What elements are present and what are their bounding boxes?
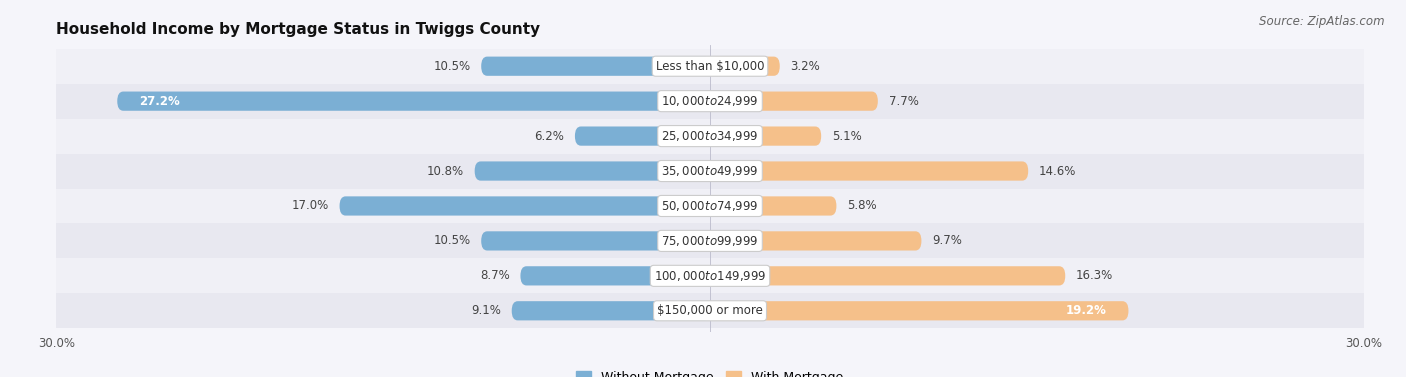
Text: 16.3%: 16.3%	[1076, 269, 1114, 282]
FancyBboxPatch shape	[481, 57, 710, 76]
FancyBboxPatch shape	[575, 126, 710, 146]
Text: 17.0%: 17.0%	[291, 199, 329, 213]
Bar	[56, 119, 1364, 153]
Text: 8.7%: 8.7%	[479, 269, 509, 282]
Text: 3.2%: 3.2%	[790, 60, 821, 73]
FancyBboxPatch shape	[340, 196, 710, 216]
FancyBboxPatch shape	[475, 161, 710, 181]
FancyBboxPatch shape	[117, 92, 710, 111]
FancyBboxPatch shape	[512, 301, 710, 320]
Bar	[56, 49, 1364, 84]
Text: $50,000 to $74,999: $50,000 to $74,999	[661, 199, 759, 213]
Text: Less than $10,000: Less than $10,000	[655, 60, 765, 73]
Text: 9.7%: 9.7%	[932, 234, 962, 247]
Bar	[56, 258, 1364, 293]
FancyBboxPatch shape	[710, 92, 877, 111]
Text: $35,000 to $49,999: $35,000 to $49,999	[661, 164, 759, 178]
Text: Household Income by Mortgage Status in Twiggs County: Household Income by Mortgage Status in T…	[56, 22, 540, 37]
FancyBboxPatch shape	[481, 231, 710, 251]
Text: 9.1%: 9.1%	[471, 304, 501, 317]
Legend: Without Mortgage, With Mortgage: Without Mortgage, With Mortgage	[571, 366, 849, 377]
Bar	[56, 188, 1364, 224]
FancyBboxPatch shape	[710, 266, 1066, 285]
FancyBboxPatch shape	[520, 266, 710, 285]
FancyBboxPatch shape	[710, 126, 821, 146]
FancyBboxPatch shape	[710, 57, 780, 76]
Text: Source: ZipAtlas.com: Source: ZipAtlas.com	[1260, 15, 1385, 28]
Text: 10.8%: 10.8%	[426, 164, 464, 178]
Bar	[56, 293, 1364, 328]
Text: 6.2%: 6.2%	[534, 130, 564, 143]
Bar	[56, 153, 1364, 188]
Text: 10.5%: 10.5%	[433, 234, 470, 247]
Text: 5.1%: 5.1%	[832, 130, 862, 143]
FancyBboxPatch shape	[710, 196, 837, 216]
Text: $100,000 to $149,999: $100,000 to $149,999	[654, 269, 766, 283]
FancyBboxPatch shape	[710, 301, 1129, 320]
Text: $10,000 to $24,999: $10,000 to $24,999	[661, 94, 759, 108]
Text: 14.6%: 14.6%	[1039, 164, 1077, 178]
Text: 19.2%: 19.2%	[1066, 304, 1107, 317]
Text: $75,000 to $99,999: $75,000 to $99,999	[661, 234, 759, 248]
Text: 10.5%: 10.5%	[433, 60, 470, 73]
Bar	[56, 224, 1364, 258]
FancyBboxPatch shape	[710, 231, 921, 251]
Text: 7.7%: 7.7%	[889, 95, 918, 108]
FancyBboxPatch shape	[710, 161, 1028, 181]
Text: 5.8%: 5.8%	[848, 199, 877, 213]
Text: 27.2%: 27.2%	[139, 95, 180, 108]
Bar	[56, 84, 1364, 119]
Text: $150,000 or more: $150,000 or more	[657, 304, 763, 317]
Text: $25,000 to $34,999: $25,000 to $34,999	[661, 129, 759, 143]
